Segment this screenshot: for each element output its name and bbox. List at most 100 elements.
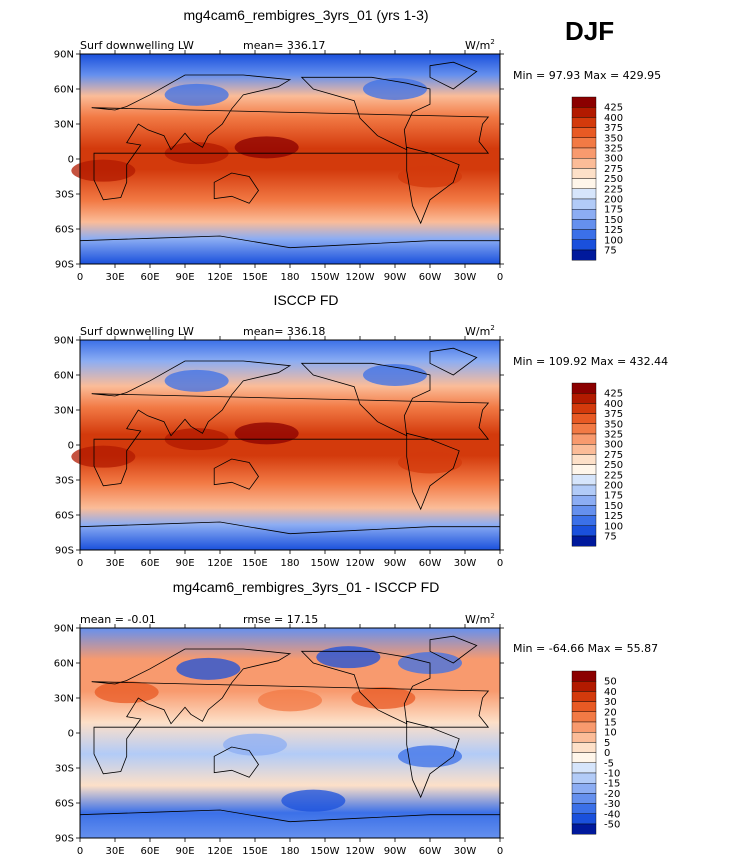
left-label: Surf downwelling LW: [80, 325, 194, 338]
colorbar-swatch: [571, 382, 597, 394]
colorbar-label: -10: [604, 769, 620, 780]
lat-tick-label: 30N: [54, 120, 74, 131]
left-label: Surf downwelling LW: [80, 39, 194, 52]
colorbar-label: 425: [604, 389, 623, 400]
coastline: [429, 347, 478, 376]
colorbar-label: 375: [604, 123, 623, 134]
colorbar-label: 100: [604, 521, 623, 532]
colorbar-swatch: [571, 413, 597, 425]
colorbar-swatch: [571, 188, 597, 200]
lon-tick-label: 90W: [384, 846, 407, 857]
colorbar-swatch: [571, 721, 597, 733]
colorbar-label: 375: [604, 409, 623, 420]
colorbar-swatch: [571, 535, 597, 547]
minmax-label: Min = -64.66 Max = 55.87: [513, 642, 658, 655]
panel-title: ISCCP FD: [273, 292, 338, 308]
colorbar-swatch: [571, 484, 597, 496]
contour-patch: [363, 78, 427, 100]
units-label: W/m2: [465, 38, 495, 52]
contour-patch: [164, 369, 229, 392]
colorbar-label: 225: [604, 470, 623, 481]
lon-tick-label: 30W: [454, 558, 477, 569]
colorbar-swatch: [571, 239, 597, 251]
colorbar-label: 75: [604, 246, 617, 257]
colorbar-swatch: [571, 813, 597, 825]
lon-tick-label: 0: [77, 272, 83, 283]
colorbar-swatch: [571, 772, 597, 784]
colorbar-swatch: [571, 178, 597, 190]
colorbar-swatch: [571, 505, 597, 516]
lon-tick-label: 0: [497, 272, 503, 283]
contour-patch: [223, 733, 287, 756]
colorbar-label: 300: [604, 154, 623, 165]
lon-tick-label: 90E: [175, 558, 194, 569]
lon-tick-label: 60E: [140, 558, 159, 569]
contour-patch: [71, 445, 136, 468]
colorbar-label: 200: [604, 481, 623, 492]
colorbar-label: -40: [604, 809, 620, 820]
lon-tick-label: 90E: [175, 846, 194, 857]
colorbar-swatch: [571, 127, 597, 138]
colorbar-swatch: [571, 147, 597, 159]
contour-patch: [316, 646, 381, 669]
lon-tick-label: 0: [497, 846, 503, 857]
season-label: DJF: [565, 16, 614, 46]
center-label: rmse = 17.15: [243, 613, 318, 626]
lat-tick-label: 90S: [55, 260, 74, 271]
colorbar-swatch: [571, 106, 597, 118]
lat-tick-label: 60S: [55, 225, 74, 236]
lon-tick-label: 30E: [105, 272, 124, 283]
colorbar-label: 150: [604, 215, 623, 226]
colorbar-swatch: [571, 403, 597, 414]
contour-patch: [398, 451, 462, 474]
lon-tick-label: 120W: [346, 558, 375, 569]
lat-tick-label: 30N: [54, 694, 74, 705]
colorbar-swatch: [571, 762, 597, 774]
colorbar-label: 0: [604, 748, 610, 759]
contour-patch: [234, 136, 299, 159]
colorbar-label: 275: [604, 450, 623, 461]
coastline: [213, 458, 259, 490]
lat-tick-label: 0: [68, 155, 74, 166]
contour-patch: [164, 83, 229, 106]
colorbar-swatch: [571, 454, 597, 465]
colorbar-swatch: [571, 681, 597, 692]
colorbar-swatch: [571, 732, 597, 743]
coastline: [406, 432, 460, 511]
contour-patch: [258, 689, 322, 712]
colorbar-label: 150: [604, 501, 623, 512]
colorbar-swatch: [571, 793, 597, 804]
colorbar-swatch: [571, 433, 597, 445]
lon-tick-label: 60W: [419, 558, 442, 569]
contour-patch: [281, 789, 346, 812]
colorbar-swatch: [571, 208, 597, 220]
lon-tick-label: 120E: [207, 272, 232, 283]
left-label: mean = -0.01: [80, 613, 156, 626]
panel-title: mg4cam6_rembigres_3yrs_01 (yrs 1-3): [183, 7, 428, 23]
lon-tick-label: 180: [280, 558, 299, 569]
lon-tick-label: 120E: [207, 558, 232, 569]
lat-tick-label: 60S: [55, 511, 74, 522]
coastline: [300, 650, 431, 725]
colorbar-swatch: [571, 464, 597, 476]
colorbar-label: 10: [604, 728, 617, 739]
lon-tick-label: 90W: [384, 272, 407, 283]
colorbar-swatch: [571, 137, 597, 149]
lat-tick-label: 90N: [54, 624, 74, 635]
contour-patch: [94, 681, 159, 704]
lat-tick-label: 0: [68, 729, 74, 740]
lon-tick-label: 120W: [346, 272, 375, 283]
colorbar-label: 75: [604, 532, 617, 543]
colorbar-label: 400: [604, 399, 623, 410]
contour-patch: [71, 159, 136, 182]
colorbar-label: 40: [604, 687, 617, 698]
lat-tick-label: 90N: [54, 336, 74, 347]
colorbar-label: 275: [604, 164, 623, 175]
lon-tick-label: 60E: [140, 272, 159, 283]
colorbar-label: 225: [604, 184, 623, 195]
colorbar-swatch: [571, 691, 597, 702]
colorbar-swatch: [571, 157, 597, 169]
colorbar-swatch: [571, 198, 597, 210]
lon-tick-label: 60W: [419, 272, 442, 283]
colorbar-label: 175: [604, 491, 623, 502]
